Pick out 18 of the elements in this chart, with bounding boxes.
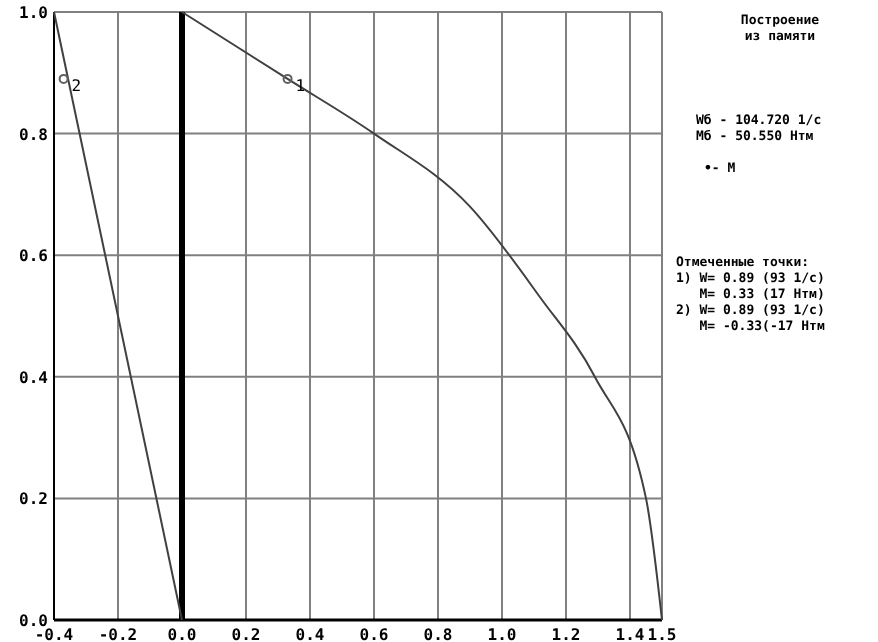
y-tick-label: 0.8 (19, 125, 49, 144)
x-tick-label: 1.0 (487, 626, 517, 642)
y-tick-label: 0.4 (19, 368, 49, 387)
x-tick-label: -0.4 (34, 626, 74, 642)
x-tick-label: 0.0 (167, 626, 197, 642)
y-tick-label: 1.0 (19, 4, 49, 22)
x-tick-label: 0.6 (359, 626, 389, 642)
x-tick-label: 1.5 (647, 626, 677, 642)
y-tick-label: 0.2 (19, 490, 49, 509)
y-tick-label: 0.6 (19, 247, 49, 266)
x-tick-label: -0.2 (98, 626, 138, 642)
annotation: 2 (71, 76, 82, 95)
x-tick-label: 0.4 (295, 626, 325, 642)
x-tick-label: 1.2 (551, 626, 581, 642)
x-tick-label: 0.2 (231, 626, 261, 642)
x-tick-label: 1.4 (615, 626, 645, 642)
x-tick-label: 0.8 (423, 626, 453, 642)
y-tick-label: 0.0 (19, 612, 49, 630)
